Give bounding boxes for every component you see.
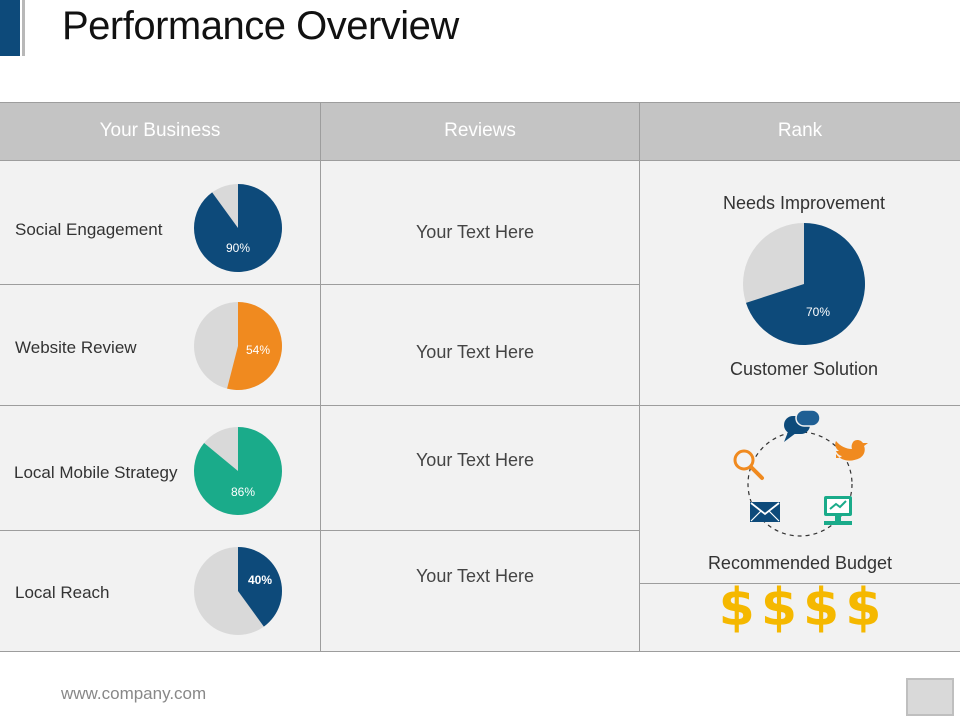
- dollar-sign: $: [760, 578, 797, 638]
- header-your-business: Your Business: [0, 102, 320, 160]
- row-label-local-reach: Local Reach: [15, 583, 110, 602]
- pie-slice: [193, 427, 282, 515]
- performance-table: Your Business Reviews Rank: [0, 102, 960, 652]
- review-text: Your Text Here: [415, 450, 535, 470]
- table-top-border: [0, 102, 960, 103]
- dollar-sign: $: [803, 578, 840, 638]
- magnifier-icon: [733, 449, 764, 480]
- pie-percent-label: 90%: [226, 241, 250, 255]
- dollar-sign: $: [718, 578, 755, 638]
- footer-url: www.company.com: [61, 684, 207, 703]
- page-title: Performance Overview: [62, 4, 459, 48]
- header-reviews: Reviews: [321, 102, 639, 160]
- pie-local-mobile-strategy: 86%: [193, 426, 283, 516]
- budget-dollar-signs: $ $ $ $: [640, 582, 960, 634]
- row-divider: [0, 405, 960, 406]
- column-divider: [320, 102, 321, 652]
- pie-social-engagement: 90%: [193, 183, 283, 273]
- recommended-budget-label: Recommended Budget: [707, 553, 893, 573]
- pie-percent-label: 70%: [806, 305, 830, 319]
- pie-rank: 70%: [742, 222, 866, 346]
- column-divider: [639, 102, 640, 652]
- pie-website-review: 54%: [193, 301, 283, 391]
- envelope-icon: [750, 502, 780, 522]
- table-bottom-border: [0, 651, 960, 652]
- pie-percent-label: 86%: [231, 485, 255, 499]
- header-rank: Rank: [640, 102, 960, 160]
- presentation-screen-icon: [824, 496, 852, 525]
- budget-divider: [640, 583, 960, 584]
- title-accent-bar: [0, 0, 20, 56]
- review-text: Your Text Here: [415, 566, 535, 586]
- corner-box: [906, 678, 954, 716]
- row-label-social-engagement: Social Engagement: [15, 220, 163, 239]
- row-label-local-mobile-strategy: Local Mobile Strategy: [14, 463, 178, 482]
- pie-local-reach: 40%: [193, 546, 283, 636]
- header-divider: [0, 160, 960, 161]
- pie-percent-label: 54%: [246, 343, 270, 357]
- pie-slice: [238, 547, 283, 627]
- pie-slice: [193, 184, 282, 272]
- reviews-column: [321, 161, 639, 652]
- pie-percent-label: 40%: [248, 573, 272, 587]
- twitter-bird-icon: [835, 439, 868, 461]
- pie-slice: [745, 223, 866, 345]
- dashed-cycle-ring: [747, 431, 853, 537]
- dollar-sign: $: [845, 578, 882, 638]
- customer-solution-label: Customer Solution: [729, 359, 879, 379]
- needs-improvement-label: Needs Improvement: [722, 193, 886, 213]
- social-icon-cycle: [733, 410, 868, 537]
- pie-slice: [227, 302, 282, 390]
- title-accent-line: [22, 0, 25, 56]
- chat-bubble-icon: [784, 410, 821, 442]
- review-text: Your Text Here: [415, 222, 535, 242]
- review-text: Your Text Here: [415, 342, 535, 362]
- row-label-website-review: Website Review: [15, 338, 137, 357]
